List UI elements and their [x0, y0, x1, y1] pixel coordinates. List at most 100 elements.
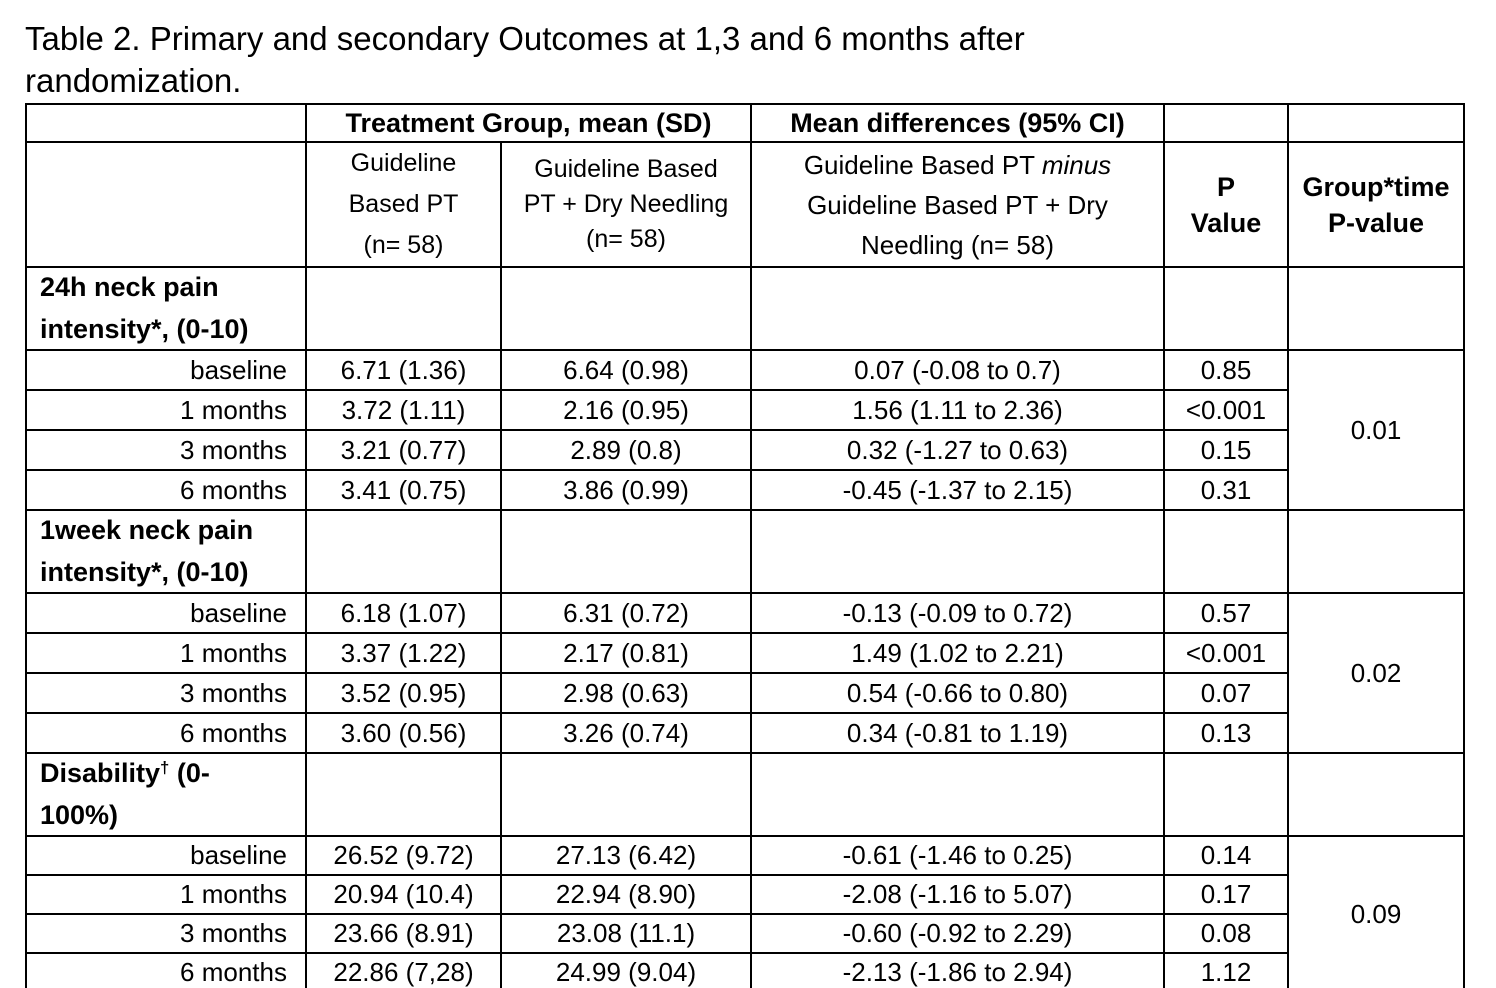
- p-value: <0.001: [1163, 632, 1289, 674]
- empty-cell: [750, 266, 1165, 351]
- ptdn-value: 2.98 (0.63): [500, 672, 752, 714]
- dagger-symbol: †: [160, 757, 170, 777]
- empty-cell: [1287, 103, 1465, 143]
- row-label: 6 months: [25, 712, 307, 754]
- diff-value: -0.45 (-1.37 to 2.15): [750, 469, 1165, 511]
- header-row-subgroups: Guideline Based PT (n= 58) Guideline Bas…: [25, 141, 1465, 268]
- ptdn-header-line: PT + Dry Needling: [523, 190, 729, 218]
- p-value: 0.57: [1163, 592, 1289, 634]
- row-label: 1 months: [25, 632, 307, 674]
- empty-cell: [305, 509, 502, 594]
- pt-value: 6.18 (1.07): [305, 592, 502, 634]
- row-label: 3 months: [25, 672, 307, 714]
- ptdn-value: 2.17 (0.81): [500, 632, 752, 674]
- section-title-text: Disability: [40, 758, 161, 788]
- ptdn-value: 2.16 (0.95): [500, 389, 752, 431]
- ptdn-value: 3.26 (0.74): [500, 712, 752, 754]
- group-time-p-value: 0.09: [1287, 835, 1465, 988]
- empty-cell: [1287, 752, 1465, 837]
- pt-value: 3.72 (1.11): [305, 389, 502, 431]
- table-row: 1 months 3.72 (1.11) 2.16 (0.95) 1.56 (1…: [25, 389, 1464, 431]
- diff-value: -2.13 (-1.86 to 2.94): [750, 952, 1165, 988]
- section-title-text: 24h neck pain: [40, 272, 219, 302]
- ptdn-value: 22.94 (8.90): [500, 874, 752, 915]
- table-row: baseline 6.18 (1.07) 6.31 (0.72) -0.13 (…: [25, 592, 1465, 754]
- section-header-row: 1week neck pain intensity*, (0-10): [25, 509, 1465, 594]
- corner-empty-cell: [25, 103, 307, 143]
- pt-value: 23.66 (8.91): [305, 913, 502, 954]
- pt-value: 3.60 (0.56): [305, 712, 502, 754]
- row-label: baseline: [25, 835, 307, 876]
- empty-cell: [1287, 509, 1465, 594]
- ptdn-value: 6.31 (0.72): [500, 592, 752, 634]
- diff-value: 0.07 (-0.08 to 0.7): [750, 349, 1165, 391]
- outcomes-table: Treatment Group, mean (SD) Mean differen…: [25, 103, 1465, 988]
- ptdn-header-line: Guideline Based: [534, 155, 718, 183]
- table-row: 6 months 3.41 (0.75) 3.86 (0.99) -0.45 (…: [25, 469, 1464, 511]
- row-label: 3 months: [25, 913, 307, 954]
- mean-differences-header: Mean differences (95% CI): [750, 103, 1165, 143]
- pt-value: 3.41 (0.75): [305, 469, 502, 511]
- empty-cell: [500, 266, 752, 351]
- treatment-group-header: Treatment Group, mean (SD): [305, 103, 752, 143]
- p-value: 0.85: [1163, 349, 1289, 391]
- diff-column-header: Guideline Based PT minus Guideline Based…: [750, 141, 1165, 268]
- table-title-line-1: Table 2. Primary and secondary Outcomes …: [25, 20, 1025, 57]
- p-value: 0.14: [1163, 835, 1289, 876]
- p-value: 0.13: [1163, 712, 1289, 754]
- p-value: <0.001: [1163, 389, 1289, 431]
- section-header-row: 24h neck pain intensity*, (0-10): [25, 266, 1465, 351]
- section-title-line: 24h neck pain: [40, 269, 304, 310]
- diff-value: -0.13 (-0.09 to 0.72): [750, 592, 1165, 634]
- diff-header-line: Guideline Based PT minus: [753, 145, 1162, 185]
- group-time-p-value: 0.02: [1287, 592, 1465, 754]
- table-row: baseline 26.52 (9.72) 27.13 (6.42) -0.61…: [25, 835, 1465, 988]
- p-value: 0.08: [1163, 913, 1289, 954]
- section-title-1week-neck-pain: 1week neck pain intensity*, (0-10): [25, 509, 307, 594]
- table-row: 1 months 20.94 (10.4) 22.94 (8.90) -2.08…: [25, 874, 1464, 915]
- ptdn-value: 3.86 (0.99): [500, 469, 752, 511]
- ptdn-value: 6.64 (0.98): [500, 349, 752, 391]
- diff-header-minus: minus: [1041, 149, 1112, 180]
- p-value: 0.31: [1163, 469, 1289, 511]
- ptdn-value: 23.08 (11.1): [500, 913, 752, 954]
- section-title-line: 100%): [40, 800, 119, 830]
- diff-value: 0.34 (-0.81 to 1.19): [750, 712, 1165, 754]
- empty-cell: [500, 509, 752, 594]
- p-value: 0.07: [1163, 672, 1289, 714]
- ptdn-header-line: (n= 58): [586, 225, 666, 253]
- row-label: baseline: [25, 349, 307, 391]
- empty-cell: [1163, 509, 1289, 594]
- ptdn-column-header: Guideline Based PT + Dry Needling (n= 58…: [500, 141, 752, 268]
- pt-value: 3.37 (1.22): [305, 632, 502, 674]
- pt-value: 26.52 (9.72): [305, 835, 502, 876]
- table-row: 3 months 3.21 (0.77) 2.89 (0.8) 0.32 (-1…: [25, 429, 1464, 471]
- diff-value: 0.32 (-1.27 to 0.63): [750, 429, 1165, 471]
- p-header-line: Value: [1190, 207, 1262, 238]
- group-time-p-value: 0.01: [1287, 349, 1465, 511]
- diff-header-line: Guideline Based PT + Dry: [807, 189, 1108, 220]
- row-label: 6 months: [25, 952, 307, 988]
- empty-cell: [1163, 266, 1289, 351]
- empty-cell: [305, 752, 502, 837]
- row-label: 3 months: [25, 429, 307, 471]
- pt-header-line: Guideline: [350, 149, 457, 177]
- section-title-disability: Disability† (0- 100%): [25, 752, 307, 837]
- pt-value: 6.71 (1.36): [305, 349, 502, 391]
- empty-cell: [1163, 752, 1289, 837]
- empty-cell: [1163, 103, 1289, 143]
- section-header-row: Disability† (0- 100%): [25, 752, 1465, 837]
- pt-value: 3.21 (0.77): [305, 429, 502, 471]
- group-time-column-header: Group*time P-value: [1287, 141, 1465, 268]
- table-title-line-2: randomization.: [25, 62, 242, 99]
- empty-cell: [750, 752, 1165, 837]
- group-time-header-line: P-value: [1327, 207, 1425, 238]
- empty-cell: [750, 509, 1165, 594]
- group-time-header-line: Group*time: [1302, 171, 1450, 202]
- section-title-line: intensity*, (0-10): [40, 557, 249, 587]
- pt-header-line: (n= 58): [363, 231, 444, 259]
- diff-value: -0.60 (-0.92 to 2.29): [750, 913, 1165, 954]
- empty-cell: [500, 752, 752, 837]
- table-row: 6 months 22.86 (7,28) 24.99 (9.04) -2.13…: [25, 952, 1464, 988]
